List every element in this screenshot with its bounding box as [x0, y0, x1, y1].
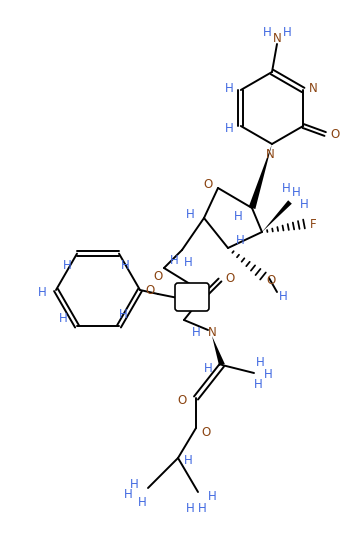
Text: H: H: [282, 182, 290, 195]
Text: N: N: [309, 81, 317, 94]
Text: O: O: [153, 270, 163, 282]
Text: H: H: [119, 308, 127, 321]
Text: H: H: [186, 208, 194, 220]
Text: O: O: [203, 177, 212, 190]
Text: H: H: [38, 286, 46, 299]
Text: H: H: [184, 453, 192, 466]
Text: H: H: [208, 489, 216, 502]
Text: H: H: [184, 255, 192, 268]
Text: H: H: [59, 312, 67, 325]
Text: H: H: [279, 289, 287, 302]
Text: H: H: [121, 259, 129, 272]
Text: H: H: [300, 197, 308, 211]
Polygon shape: [249, 144, 272, 209]
Text: F: F: [310, 218, 316, 231]
Polygon shape: [212, 336, 225, 366]
Text: H: H: [236, 233, 244, 246]
Text: H: H: [254, 378, 262, 391]
Text: H: H: [130, 478, 138, 490]
Text: O: O: [177, 393, 187, 406]
Text: H: H: [256, 356, 264, 370]
Text: H: H: [262, 25, 272, 38]
Text: H: H: [124, 487, 132, 501]
Text: H: H: [224, 81, 233, 94]
Text: H: H: [63, 259, 71, 272]
Text: H: H: [138, 495, 146, 508]
Text: H: H: [191, 326, 201, 338]
Text: O: O: [226, 272, 235, 285]
Text: O: O: [266, 273, 275, 287]
Text: H: H: [186, 501, 194, 515]
Text: O: O: [146, 284, 155, 296]
Text: N: N: [273, 31, 281, 45]
Polygon shape: [262, 201, 292, 232]
Text: O: O: [331, 128, 340, 141]
Text: P: P: [187, 292, 197, 305]
Text: H: H: [264, 369, 272, 382]
Text: H: H: [198, 501, 206, 515]
Text: H: H: [224, 121, 233, 135]
Text: O: O: [201, 425, 211, 439]
Text: H: H: [203, 363, 212, 376]
FancyBboxPatch shape: [175, 283, 209, 311]
Text: H: H: [233, 210, 243, 223]
Text: H: H: [292, 185, 300, 198]
Text: H: H: [170, 253, 178, 266]
Text: N: N: [266, 148, 274, 161]
Text: H: H: [283, 25, 291, 38]
Text: N: N: [208, 326, 216, 338]
